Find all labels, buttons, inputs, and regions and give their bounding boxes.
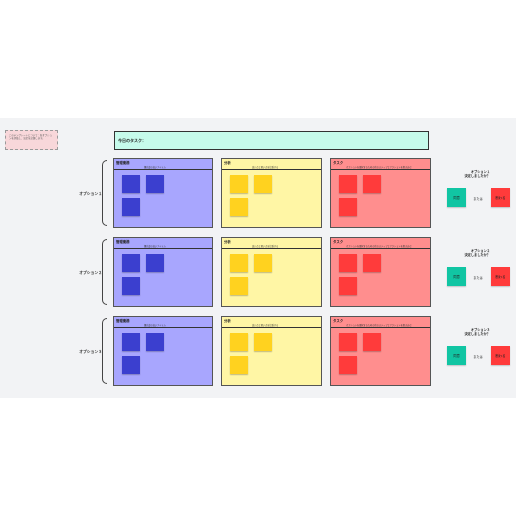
yellow-sticky-note[interactable] — [254, 333, 272, 351]
purple-sticky-note[interactable] — [122, 175, 140, 193]
red-sticky-note[interactable] — [363, 254, 381, 272]
panel-title: 管理業務 — [116, 240, 130, 244]
purple-sticky-note[interactable] — [122, 277, 140, 295]
red-sticky-note[interactable] — [339, 175, 357, 193]
red-sticky-note[interactable] — [339, 277, 357, 295]
panel-title: タスク — [333, 161, 344, 165]
yellow-sticky-note[interactable] — [230, 277, 248, 295]
option-decision-title: オプション２ 決定しましたか？ — [440, 249, 491, 258]
red-sticky-note[interactable] — [339, 356, 357, 374]
red-sticky-note[interactable] — [339, 198, 357, 216]
option-name: オプション１ — [470, 170, 490, 174]
decided-question: 決定しましたか？ — [464, 332, 491, 337]
reject-button[interactable]: 断わる — [491, 188, 510, 207]
row-label-option-3: オプション３ — [79, 349, 102, 354]
panel-title: タスク — [333, 240, 344, 244]
panel-header: 管理業務優先度の高いアイテム — [114, 238, 212, 249]
option-name: オプション２ — [470, 249, 490, 253]
yellow-sticky-note[interactable] — [230, 254, 248, 272]
purple-sticky-note[interactable] — [122, 333, 140, 351]
approve-button[interactable]: 同意 — [447, 188, 466, 207]
panel-header: タスク オプションを選択するための次のステップとアクションを書き込む — [331, 317, 430, 328]
panel-header: 分析良い点と悪い点を比較する — [222, 159, 321, 170]
red-sticky-note[interactable] — [363, 175, 381, 193]
row-bracket — [102, 239, 107, 305]
yellow-panel-option-3[interactable]: 分析良い点と悪い点を比較する — [221, 316, 322, 386]
red-panel-option-3[interactable]: タスク オプションを選択するための次のステップとアクションを書き込む — [330, 316, 431, 386]
decided-question: 決定しましたか？ — [464, 253, 491, 258]
yellow-panel-option-1[interactable]: 分析良い点と悪い点を比較する — [221, 158, 322, 228]
option-decision-title: オプション１ 決定しましたか？ — [440, 170, 491, 179]
red-sticky-note[interactable] — [339, 254, 357, 272]
approve-button[interactable]: 同意 — [447, 267, 466, 286]
panel-subtitle: オプションを選択するための次のステップとアクションを書き込む — [346, 245, 412, 248]
panel-subtitle: 良い点と悪い点を比較する — [252, 324, 279, 327]
panel-header: タスク オプションを選択するための次のステップとアクションを書き込む — [331, 238, 430, 249]
panel-title: タスク — [333, 319, 344, 323]
red-panel-option-1[interactable]: タスク オプションを選択するための次のステップとアクションを書き込む — [330, 158, 431, 228]
panel-header: 管理業務優先度の高いアイテム — [114, 317, 212, 328]
panel-title: 分析 — [224, 161, 231, 165]
panel-title: 分析 — [224, 240, 231, 244]
option-name: オプション３ — [470, 328, 490, 332]
panel-header: 分析良い点と悪い点を比較する — [222, 317, 321, 328]
purple-sticky-note[interactable] — [122, 254, 140, 272]
panel-subtitle: 良い点と悪い点を比較する — [252, 245, 279, 248]
row-label-option-2: オプション２ — [79, 270, 102, 275]
template-note[interactable]: このテンプレートについて：各オプションを評価し、決定を記録します。 — [5, 130, 58, 150]
todays-task-banner[interactable]: 今日のタスク： — [114, 131, 429, 150]
panel-title: 管理業務 — [116, 319, 130, 323]
red-sticky-note[interactable] — [339, 333, 357, 351]
panel-header: 分析良い点と悪い点を比較する — [222, 238, 321, 249]
panel-header: 管理業務優先度の高いアイテム — [114, 159, 212, 170]
yellow-panel-option-2[interactable]: 分析良い点と悪い点を比較する — [221, 237, 322, 307]
yellow-sticky-note[interactable] — [230, 198, 248, 216]
panel-subtitle: 優先度の高いアイテム — [144, 166, 166, 169]
panel-subtitle: 優先度の高いアイテム — [144, 324, 166, 327]
red-panel-option-2[interactable]: タスク オプションを選択するための次のステップとアクションを書き込む — [330, 237, 431, 307]
purple-sticky-note[interactable] — [122, 356, 140, 374]
purple-panel-option-2[interactable]: 管理業務優先度の高いアイテム — [113, 237, 213, 307]
reject-button[interactable]: 断わる — [491, 267, 510, 286]
approve-button[interactable]: 同意 — [447, 346, 466, 365]
purple-sticky-note[interactable] — [122, 198, 140, 216]
panel-subtitle: オプションを選択するための次のステップとアクションを書き込む — [346, 166, 412, 169]
purple-sticky-note[interactable] — [146, 254, 164, 272]
purple-panel-option-1[interactable]: 管理業務優先度の高いアイテム — [113, 158, 213, 228]
row-bracket — [102, 318, 107, 384]
yellow-sticky-note[interactable] — [230, 175, 248, 193]
yellow-sticky-note[interactable] — [230, 333, 248, 351]
panel-subtitle: オプションを選択するための次のステップとアクションを書き込む — [346, 324, 412, 327]
purple-panel-option-3[interactable]: 管理業務優先度の高いアイテム — [113, 316, 213, 386]
panel-title: 分析 — [224, 319, 231, 323]
yellow-sticky-note[interactable] — [254, 254, 272, 272]
panel-subtitle: 良い点と悪い点を比較する — [252, 166, 279, 169]
row-label-option-1: オプション１ — [79, 191, 102, 196]
panel-header: タスク オプションを選択するための次のステップとアクションを書き込む — [331, 159, 430, 170]
or-label: または — [473, 276, 483, 280]
or-label: または — [473, 355, 483, 359]
purple-sticky-note[interactable] — [146, 333, 164, 351]
reject-button[interactable]: 断わる — [491, 346, 510, 365]
red-sticky-note[interactable] — [363, 333, 381, 351]
row-bracket — [102, 160, 107, 226]
or-label: または — [473, 197, 483, 201]
decided-question: 決定しましたか？ — [464, 174, 491, 179]
panel-title: 管理業務 — [116, 161, 130, 165]
yellow-sticky-note[interactable] — [254, 175, 272, 193]
yellow-sticky-note[interactable] — [230, 356, 248, 374]
option-decision-title: オプション３ 決定しましたか？ — [440, 328, 491, 337]
purple-sticky-note[interactable] — [146, 175, 164, 193]
panel-subtitle: 優先度の高いアイテム — [144, 245, 166, 248]
